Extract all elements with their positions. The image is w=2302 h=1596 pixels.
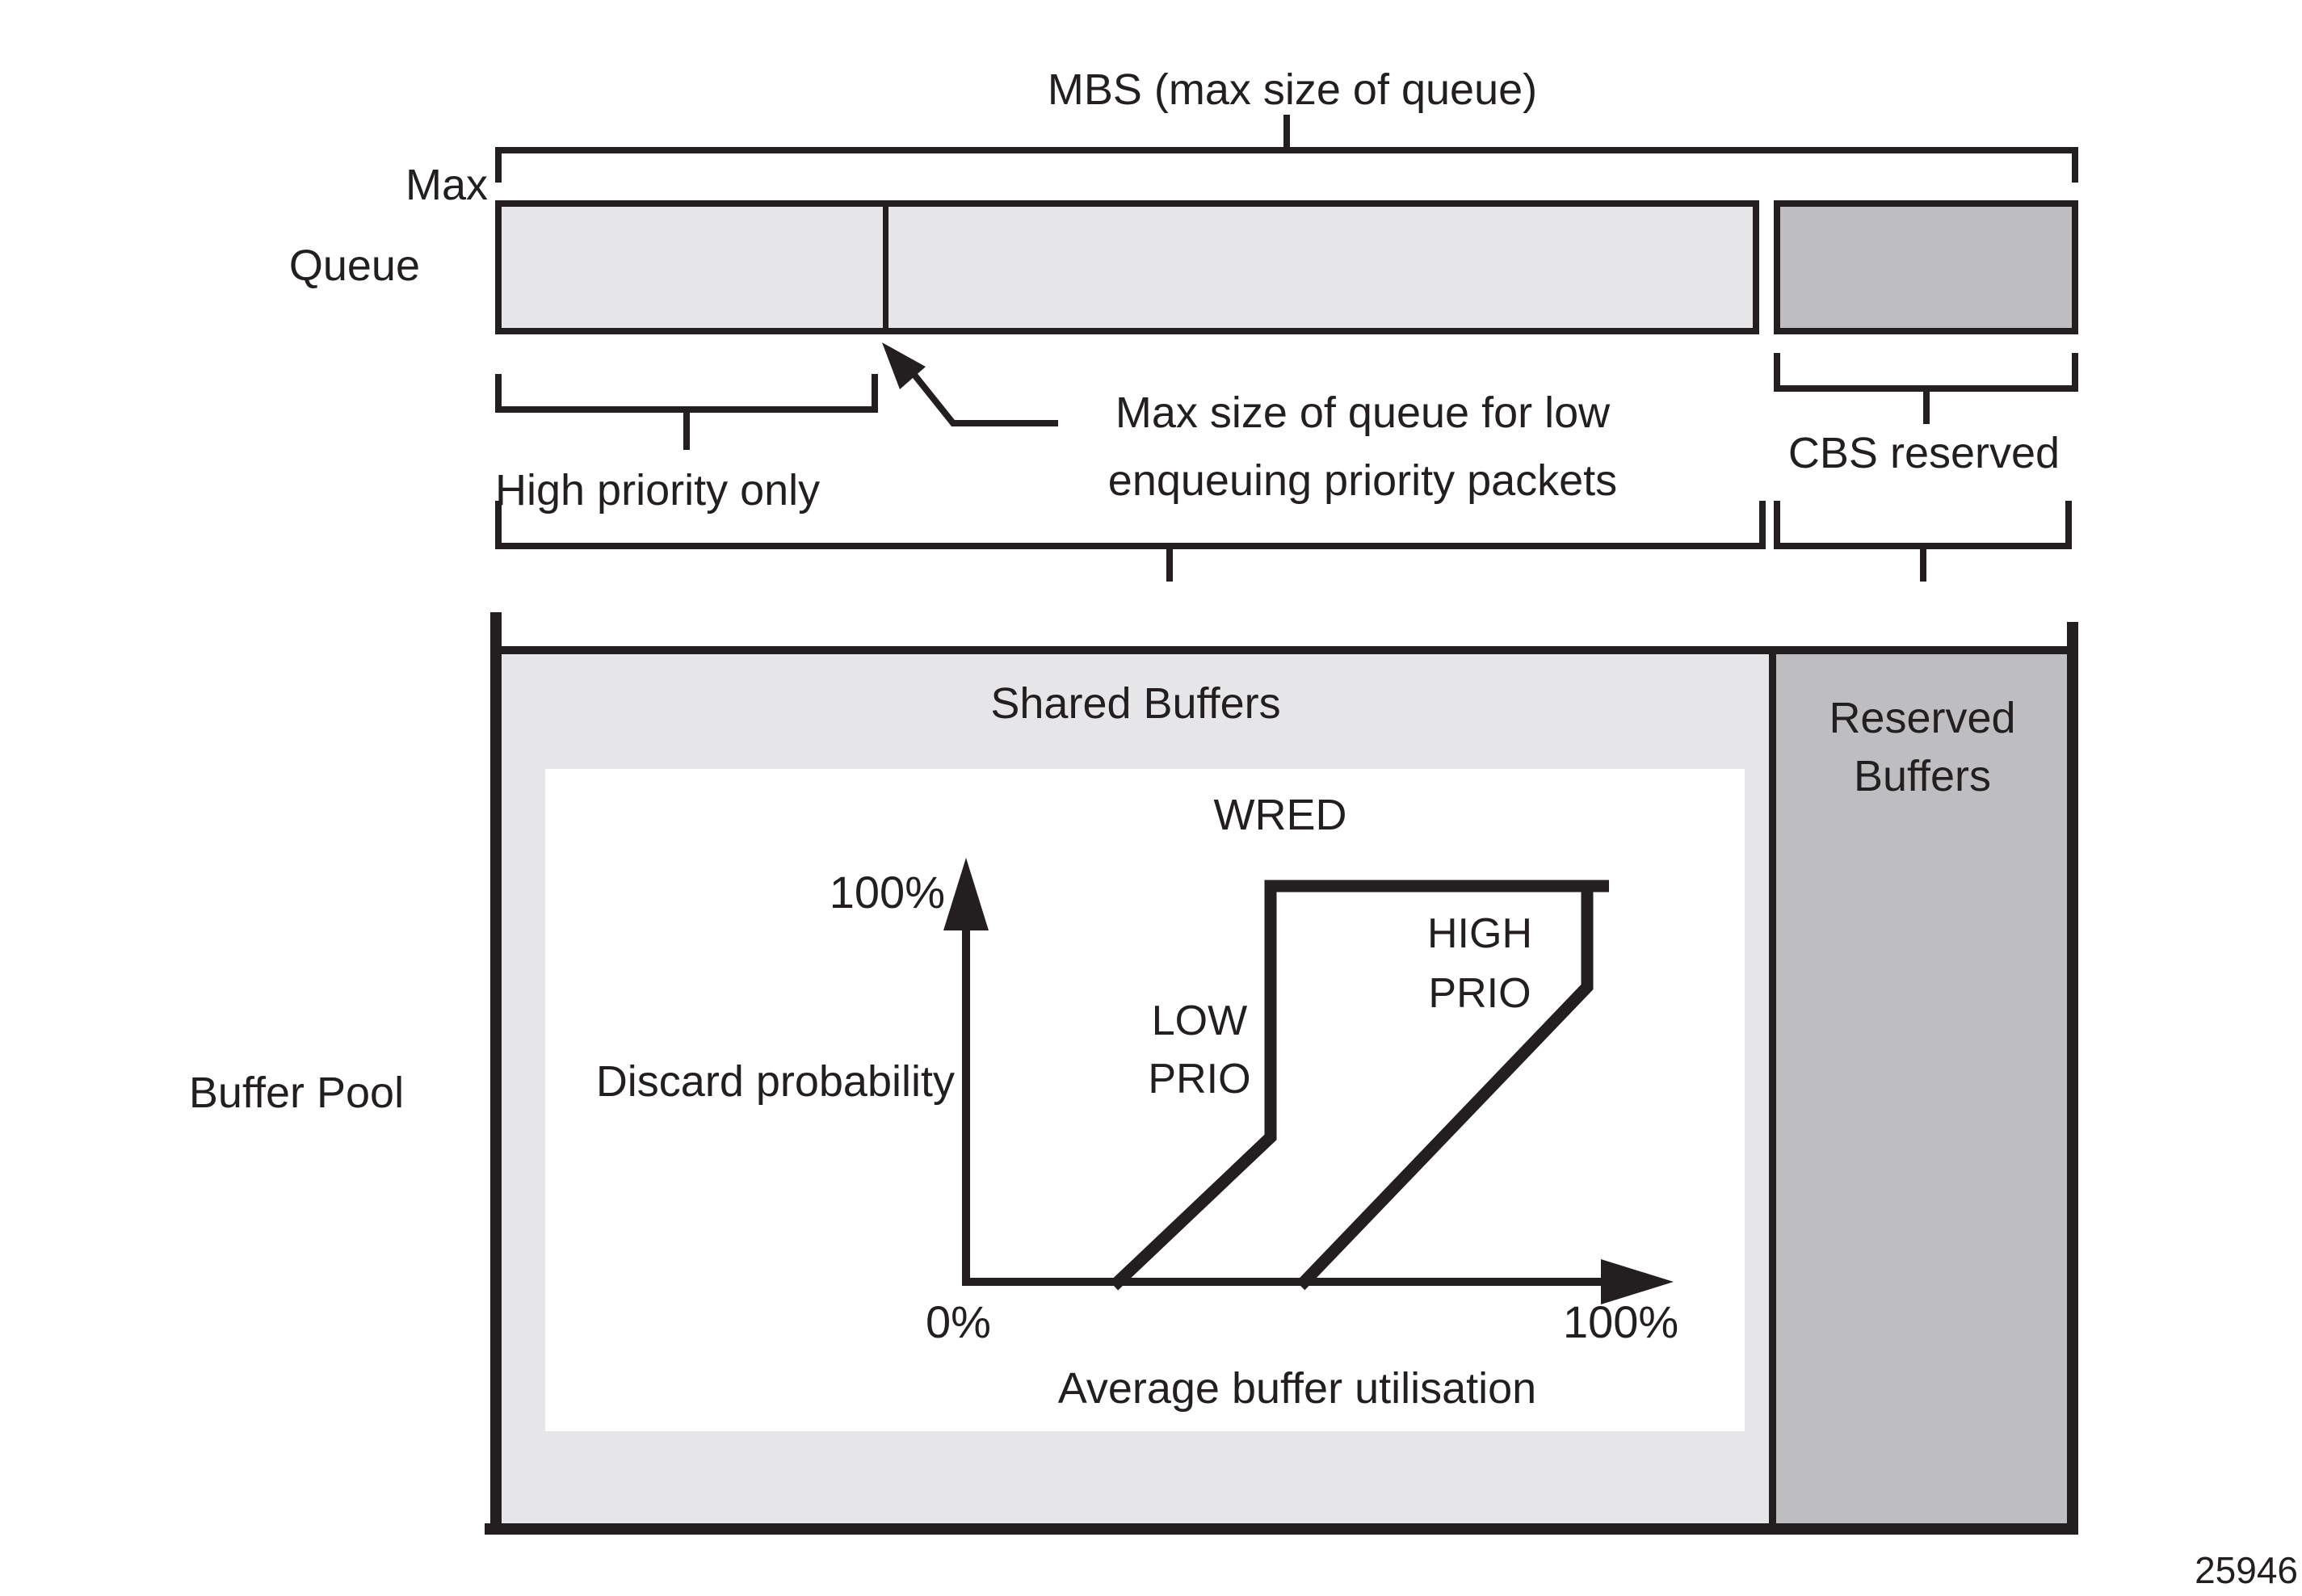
shared-buffers-label: Shared Buffers bbox=[990, 679, 1281, 728]
wred-x-axis bbox=[962, 1259, 1674, 1304]
wred-panel bbox=[545, 769, 1745, 1431]
cbs-bracket-left-tick bbox=[1774, 353, 1780, 392]
wred-y-max-tick: 100% bbox=[829, 867, 945, 918]
mbs-bracket-center-tick bbox=[1283, 115, 1290, 150]
buffer-pool-area-divider bbox=[1769, 654, 1776, 1523]
cbs-bracket-line bbox=[1774, 385, 2078, 392]
reserved-span-bracket-left-tick bbox=[1774, 501, 1780, 549]
queue-axis-label-queue: Queue bbox=[288, 242, 420, 290]
wred-title: WRED bbox=[1213, 791, 1347, 839]
shared-span-bracket-line bbox=[495, 543, 1766, 549]
buffer-pool-border-top bbox=[490, 646, 2078, 654]
divider-arrow bbox=[882, 342, 1058, 426]
low-prio-curve bbox=[1109, 880, 1609, 1291]
hp-bracket-right-tick bbox=[872, 374, 878, 413]
cbs-reserved-label: CBS reserved bbox=[1787, 429, 2060, 477]
shared-span-bracket-right-tick bbox=[1759, 501, 1766, 549]
hp-bracket-center-tick bbox=[683, 413, 690, 450]
hp-bracket-left-tick bbox=[495, 374, 502, 413]
wred-y-axis-label: Discard probability bbox=[595, 1057, 955, 1106]
mbs-bracket-left-tick bbox=[495, 147, 502, 183]
reserved-buffers-label-line2: Buffers bbox=[1853, 752, 1992, 800]
low-enqueue-label-line1: Max size of queue for low bbox=[1115, 388, 1611, 437]
buffer-pool-border-right bbox=[2067, 622, 2078, 1535]
buffer-pool-reserved-area bbox=[1776, 654, 2067, 1523]
figure-number: 25946 bbox=[2195, 1549, 2298, 1591]
high-priority-label: High priority only bbox=[495, 466, 821, 514]
wred-y-axis bbox=[943, 858, 989, 1286]
cbs-bracket-center-tick bbox=[1923, 392, 1930, 424]
reserved-span-bracket-right-tick bbox=[2065, 501, 2072, 549]
mbs-bracket-right-tick bbox=[2072, 147, 2078, 183]
high-prio-label-line2: PRIO bbox=[1428, 970, 1531, 1017]
low-prio-label-line1: LOW bbox=[1151, 998, 1248, 1044]
reserved-buffers-label-line1: Reserved bbox=[1829, 694, 2016, 742]
queue-bar-shared-segment bbox=[495, 200, 1759, 334]
queue-axis-label-max: Max bbox=[405, 161, 488, 209]
cbs-bracket-right-tick bbox=[2072, 353, 2078, 392]
mbs-title: MBS (max size of queue) bbox=[1047, 65, 1538, 114]
high-prio-label-line1: HIGH bbox=[1427, 910, 1532, 957]
wred-x-axis-label: Average buffer utilisation bbox=[1057, 1364, 1537, 1413]
hp-bracket-line bbox=[495, 406, 878, 413]
wred-x-max-tick: 100% bbox=[1563, 1296, 1679, 1347]
buffer-pool-label: Buffer Pool bbox=[188, 1069, 405, 1117]
queue-bar-divider bbox=[883, 200, 888, 334]
reserved-span-bracket-center-tick bbox=[1920, 549, 1926, 582]
wred-x-min-tick: 0% bbox=[926, 1296, 991, 1347]
shared-span-bracket-left-tick bbox=[495, 501, 502, 549]
queue-bar-cbs-segment bbox=[1774, 200, 2078, 334]
low-enqueue-label-line2: enqueuing priority packets bbox=[1107, 456, 1618, 505]
low-prio-label-line2: PRIO bbox=[1148, 1056, 1251, 1102]
mbs-bracket-line bbox=[495, 147, 2078, 153]
buffer-pool-border-bottom bbox=[485, 1523, 2078, 1535]
buffer-pool-border-left bbox=[490, 612, 502, 1535]
shared-span-bracket-center-tick bbox=[1166, 549, 1173, 582]
high-prio-curve bbox=[1296, 892, 1594, 1291]
reserved-span-bracket-line bbox=[1774, 543, 2072, 549]
